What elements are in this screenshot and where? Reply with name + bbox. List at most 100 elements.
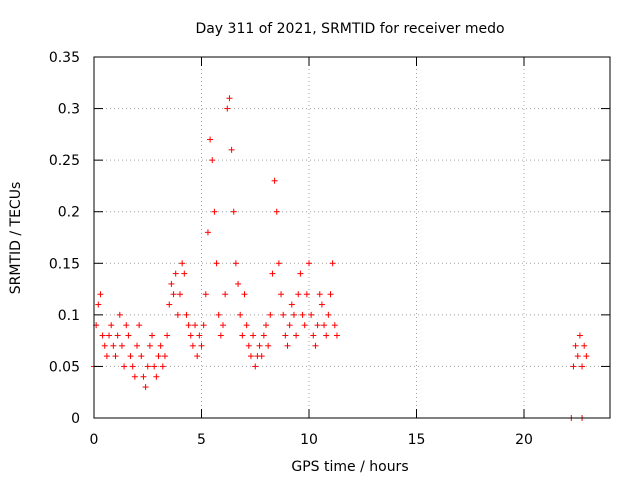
data-point bbox=[321, 322, 328, 329]
data-point bbox=[333, 332, 340, 339]
data-point bbox=[275, 260, 282, 267]
data-point bbox=[127, 353, 134, 360]
data-point bbox=[172, 270, 179, 277]
data-point bbox=[99, 332, 106, 339]
data-point bbox=[267, 311, 274, 318]
data-point bbox=[290, 311, 297, 318]
data-point bbox=[125, 332, 132, 339]
data-point bbox=[220, 322, 226, 329]
data-point bbox=[97, 291, 104, 298]
data-point bbox=[288, 301, 295, 308]
data-point bbox=[271, 177, 278, 184]
data-point bbox=[213, 260, 220, 267]
data-point bbox=[265, 342, 272, 349]
data-point bbox=[301, 322, 308, 329]
data-point bbox=[239, 332, 246, 339]
data-point bbox=[108, 322, 115, 329]
data-point bbox=[226, 95, 233, 102]
data-point bbox=[179, 260, 186, 267]
data-point bbox=[245, 342, 252, 349]
data-point bbox=[207, 136, 214, 143]
y-tick-label: 0 bbox=[71, 411, 80, 427]
data-point bbox=[200, 322, 207, 329]
data-point bbox=[237, 311, 244, 318]
data-point bbox=[314, 322, 321, 329]
data-point bbox=[138, 353, 145, 360]
data-point bbox=[159, 363, 166, 370]
data-point bbox=[222, 291, 229, 298]
data-point bbox=[230, 208, 237, 215]
data-point bbox=[153, 373, 160, 380]
data-point bbox=[136, 322, 143, 329]
data-point bbox=[194, 353, 201, 360]
data-point bbox=[576, 332, 583, 339]
x-tick-label: 15 bbox=[408, 432, 426, 448]
data-point bbox=[318, 301, 325, 308]
data-point bbox=[110, 342, 117, 349]
data-point bbox=[209, 157, 216, 164]
data-point bbox=[146, 342, 153, 349]
y-tick-label: 0.3 bbox=[58, 102, 80, 118]
data-point bbox=[284, 342, 291, 349]
data-point bbox=[134, 342, 140, 349]
data-point bbox=[121, 363, 128, 370]
data-point bbox=[260, 332, 267, 339]
y-tick-label: 0.05 bbox=[49, 359, 80, 375]
data-point bbox=[129, 363, 136, 370]
y-tick-label: 0.15 bbox=[49, 256, 80, 272]
data-point bbox=[303, 291, 310, 298]
data-point bbox=[310, 332, 317, 339]
data-point bbox=[282, 332, 289, 339]
data-points bbox=[91, 95, 590, 421]
data-point bbox=[192, 322, 199, 329]
x-tick-label: 5 bbox=[197, 432, 206, 448]
data-point bbox=[149, 332, 156, 339]
data-point bbox=[293, 332, 300, 339]
data-point bbox=[581, 342, 588, 349]
data-point bbox=[256, 342, 263, 349]
data-point bbox=[118, 342, 125, 349]
data-point bbox=[217, 332, 224, 339]
data-point bbox=[263, 322, 269, 329]
data-point bbox=[278, 291, 285, 298]
data-point bbox=[174, 311, 181, 318]
data-point bbox=[579, 363, 586, 370]
data-point bbox=[312, 342, 319, 349]
data-point bbox=[297, 270, 304, 277]
data-point bbox=[112, 353, 119, 360]
axes: 0 0.05 0.1 0.15 0.2 0.25 0.3 0.35 0 5 10 15 20 bbox=[49, 50, 611, 448]
data-point bbox=[157, 342, 164, 349]
data-point bbox=[106, 332, 113, 339]
data-point bbox=[316, 291, 323, 298]
data-point bbox=[306, 260, 312, 267]
data-point bbox=[114, 332, 121, 339]
data-point bbox=[308, 311, 315, 318]
data-point bbox=[185, 322, 192, 329]
y-tick-label: 0.25 bbox=[49, 153, 80, 169]
data-point bbox=[202, 291, 209, 298]
data-point bbox=[177, 291, 183, 298]
data-point bbox=[155, 353, 162, 360]
data-point bbox=[151, 363, 158, 370]
data-point bbox=[181, 270, 188, 277]
data-point bbox=[224, 105, 231, 112]
data-point bbox=[329, 260, 336, 267]
data-point bbox=[189, 342, 196, 349]
y-axis-label: SRMTID / TECUs bbox=[8, 182, 24, 295]
data-point bbox=[144, 363, 151, 370]
grid-lines bbox=[94, 57, 610, 418]
data-point bbox=[574, 353, 581, 360]
data-point bbox=[187, 332, 194, 339]
data-point bbox=[243, 322, 250, 329]
data-point bbox=[215, 311, 222, 318]
x-tick-label: 0 bbox=[90, 432, 99, 448]
plot-frame bbox=[93, 56, 611, 419]
data-point bbox=[323, 332, 330, 339]
data-point bbox=[327, 291, 334, 298]
x-tick-label: 10 bbox=[300, 432, 318, 448]
data-point bbox=[280, 311, 287, 318]
data-point bbox=[295, 291, 302, 298]
data-point bbox=[103, 353, 110, 360]
data-point bbox=[166, 301, 173, 308]
